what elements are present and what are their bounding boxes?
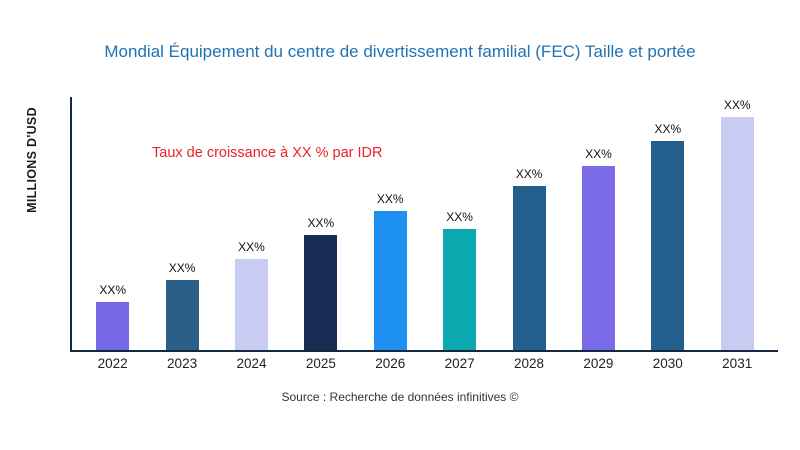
source-caption: Source : Recherche de données infinitive… [281,390,519,404]
bar-2026 [373,211,407,350]
chart-title: Mondial Équipement du centre de divertis… [104,42,696,61]
bar-2024 [234,258,268,350]
bar-group-2023: XX% [148,97,216,350]
plot-area: Taux de croissance à XX % par IDR XX% XX%… [70,97,778,352]
bar-value-label-2030: XX% [654,121,682,136]
bar-value-label-2029: XX% [585,146,612,161]
bar-value-label-2023: XX% [168,261,196,276]
bar-2028 [512,186,546,350]
bar-2029 [581,165,615,350]
bar-value-label-2025: XX% [307,215,335,230]
x-tick-2027: 2027 [444,356,475,371]
bar-value-label-2031: XX% [723,98,751,113]
bar-group-2028: XX% [495,97,563,350]
bar-group-2026: XX% [356,97,424,350]
bar-value-label-2028: XX% [515,167,543,182]
x-tick-2031: 2031 [722,356,753,371]
bar-value-label-2024: XX% [238,239,265,254]
bar-2023 [165,280,199,350]
bar-group-2025: XX% [287,97,355,350]
x-tick-2026: 2026 [375,356,406,371]
bar-value-label-2022: XX% [99,283,127,298]
bar-group-2030: XX% [634,97,702,350]
y-axis-label: MILLIONS D'USD [25,107,39,213]
x-tick-2028: 2028 [514,356,545,371]
growth-annotation: Taux de croissance à XX % par IDR [152,145,383,161]
bar-group-2024: XX% [217,97,285,350]
x-tick-2025: 2025 [305,356,336,371]
x-tick-2030: 2030 [652,356,683,371]
bar-value-label-2026: XX% [376,192,404,207]
x-tick-2022: 2022 [97,356,128,371]
bar-value-label-2027: XX% [446,209,473,224]
bars-container: XX% XX% XX% XX% XX% XX% XX% XX% XX% XX% [72,97,778,350]
bar-group-2027: XX% [426,97,494,350]
x-tick-2024: 2024 [236,356,267,371]
bar-2025 [304,234,338,350]
bar-group-2022: XX% [79,97,147,350]
bar-2030 [651,140,685,350]
x-axis-ticks: 2022 2023 2024 2025 2026 2027 2028 2029 2030 2031 [72,356,778,371]
bar-2022 [96,302,130,350]
bar-2027 [443,228,477,350]
x-tick-2023: 2023 [167,356,198,371]
bar-group-2029: XX% [564,97,632,350]
bar-2031 [720,117,754,350]
bar-group-2031: XX% [703,97,771,350]
x-tick-2029: 2029 [583,356,614,371]
